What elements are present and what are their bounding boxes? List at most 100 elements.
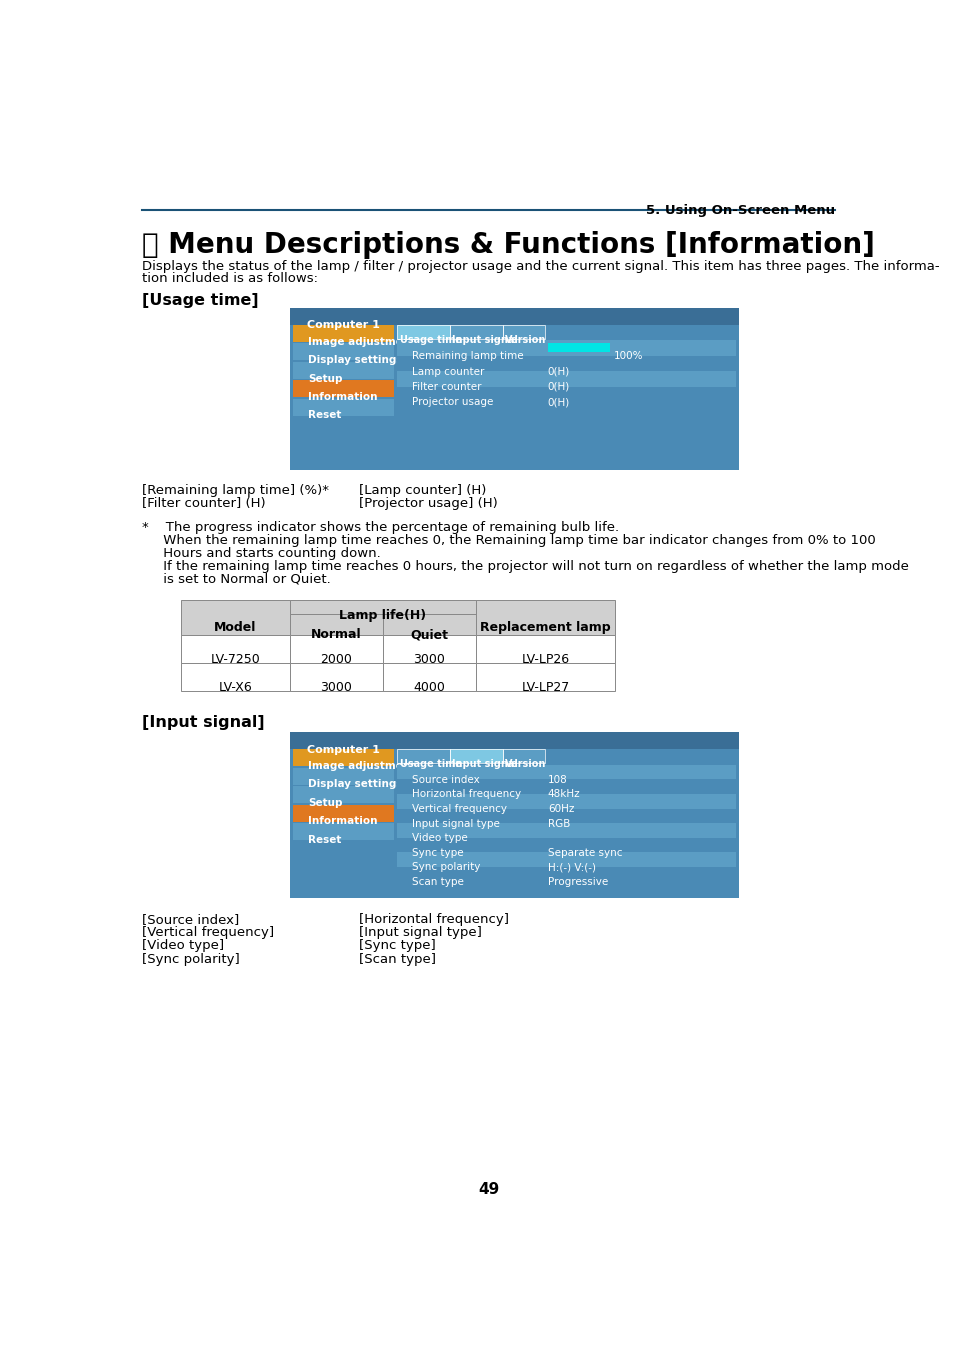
Text: Scan type: Scan type	[412, 878, 463, 887]
Text: RGB: RGB	[547, 818, 570, 829]
Bar	[396, 325, 736, 466]
Text: LV-LP27: LV-LP27	[521, 681, 569, 694]
Bar	[450, 325, 502, 338]
Bar	[450, 325, 502, 338]
Text: Version: Version	[505, 759, 546, 770]
Bar	[290, 732, 739, 749]
Text: [Projector usage] (H): [Projector usage] (H)	[359, 496, 497, 510]
Bar	[502, 325, 545, 338]
Text: [Lamp counter] (H): [Lamp counter] (H)	[359, 484, 486, 496]
Text: When the remaining lamp time reaches 0, the Remaining lamp time bar indicator ch: When the remaining lamp time reaches 0, …	[142, 534, 876, 547]
Text: Lamp life(H): Lamp life(H)	[339, 609, 426, 623]
Text: Sync type: Sync type	[412, 848, 463, 857]
Text: Replacement lamp: Replacement lamp	[479, 621, 610, 635]
Bar	[397, 749, 450, 763]
Text: Reset: Reset	[308, 411, 341, 421]
Bar	[290, 309, 739, 325]
Text: Image adjustment: Image adjustment	[308, 760, 416, 771]
Text: H:(-) V:(-): H:(-) V:(-)	[547, 863, 596, 872]
Text: LV-LP26: LV-LP26	[521, 652, 569, 666]
Text: 100%: 100%	[613, 352, 642, 361]
Bar	[476, 663, 615, 690]
Bar	[293, 786, 394, 803]
Bar	[396, 387, 736, 402]
Text: [Sync type]: [Sync type]	[359, 940, 436, 953]
Text: Vertical frequency: Vertical frequency	[412, 803, 507, 814]
Bar	[547, 342, 609, 352]
Text: ⑗ Menu Descriptions & Functions [Information]: ⑗ Menu Descriptions & Functions [Informa…	[142, 231, 875, 259]
Bar	[290, 613, 382, 635]
Text: Separate sync: Separate sync	[547, 848, 621, 857]
Bar	[397, 325, 450, 338]
Text: 0(H): 0(H)	[547, 398, 570, 407]
Text: [Filter counter] (H): [Filter counter] (H)	[142, 496, 266, 510]
Text: [Horizontal frequency]: [Horizontal frequency]	[359, 914, 509, 926]
Text: 0(H): 0(H)	[547, 367, 570, 376]
Text: Setup: Setup	[308, 798, 342, 807]
Text: [Scan type]: [Scan type]	[359, 953, 436, 965]
Text: 108: 108	[547, 775, 567, 785]
Text: Information: Information	[308, 392, 377, 402]
Text: Computer 1: Computer 1	[307, 321, 379, 330]
Text: 3000: 3000	[413, 652, 445, 666]
Bar	[396, 341, 736, 356]
Text: Reset: Reset	[308, 834, 341, 845]
Text: Setup: Setup	[308, 373, 342, 384]
Bar	[181, 635, 290, 663]
Text: Hours and starts counting down.: Hours and starts counting down.	[142, 547, 381, 559]
Text: [Usage time]: [Usage time]	[142, 293, 259, 307]
Bar	[290, 732, 739, 898]
Bar	[382, 613, 476, 635]
Text: Source index: Source index	[412, 775, 479, 785]
Text: [Input signal type]: [Input signal type]	[359, 926, 482, 940]
Text: [Remaining lamp time] (%)*: [Remaining lamp time] (%)*	[142, 484, 329, 496]
Text: *    The progress indicator shows the percentage of remaining bulb life.: * The progress indicator shows the perce…	[142, 520, 619, 534]
Text: Video type: Video type	[412, 833, 468, 844]
Text: Lamp counter: Lamp counter	[412, 367, 484, 376]
Text: [Vertical frequency]: [Vertical frequency]	[142, 926, 274, 940]
Bar	[293, 380, 394, 398]
Text: [Sync polarity]: [Sync polarity]	[142, 953, 240, 965]
Text: 3000: 3000	[320, 681, 352, 694]
Bar	[290, 600, 476, 613]
Text: Sync polarity: Sync polarity	[412, 863, 480, 872]
Bar	[396, 852, 736, 867]
Bar	[293, 363, 394, 379]
Text: [Source index]: [Source index]	[142, 914, 239, 926]
Bar	[476, 600, 615, 635]
Bar	[397, 325, 450, 338]
Text: [Video type]: [Video type]	[142, 940, 224, 953]
Text: Display settings: Display settings	[308, 355, 402, 365]
Text: Information: Information	[308, 817, 377, 826]
Bar	[290, 635, 382, 663]
Text: 4000: 4000	[413, 681, 445, 694]
Text: Usage time: Usage time	[399, 336, 461, 345]
Bar	[397, 749, 450, 763]
Text: Usage time: Usage time	[399, 759, 461, 770]
Text: Progressive: Progressive	[547, 878, 607, 887]
Bar	[382, 663, 476, 690]
Bar	[181, 600, 290, 635]
Text: If the remaining lamp time reaches 0 hours, the projector will not turn on regar: If the remaining lamp time reaches 0 hou…	[142, 559, 908, 573]
Bar	[396, 867, 736, 882]
Bar	[290, 309, 739, 469]
Bar	[396, 794, 736, 809]
Bar	[450, 749, 502, 763]
Bar	[502, 325, 545, 338]
Text: is set to Normal or Quiet.: is set to Normal or Quiet.	[142, 573, 331, 586]
Text: Remaining lamp time: Remaining lamp time	[412, 352, 523, 361]
Text: Computer 1: Computer 1	[307, 744, 379, 755]
Text: Image adjustment: Image adjustment	[308, 337, 416, 346]
Bar	[382, 635, 476, 663]
Bar	[293, 805, 394, 822]
Text: 48kHz: 48kHz	[547, 790, 579, 799]
Bar	[290, 663, 382, 690]
Bar	[293, 824, 394, 840]
Bar	[293, 749, 394, 766]
Text: Normal: Normal	[311, 628, 361, 642]
Bar	[450, 749, 502, 763]
Bar	[396, 749, 736, 895]
Text: LV-7250: LV-7250	[211, 652, 260, 666]
Text: 49: 49	[477, 1182, 499, 1197]
Text: Quiet: Quiet	[410, 628, 448, 642]
